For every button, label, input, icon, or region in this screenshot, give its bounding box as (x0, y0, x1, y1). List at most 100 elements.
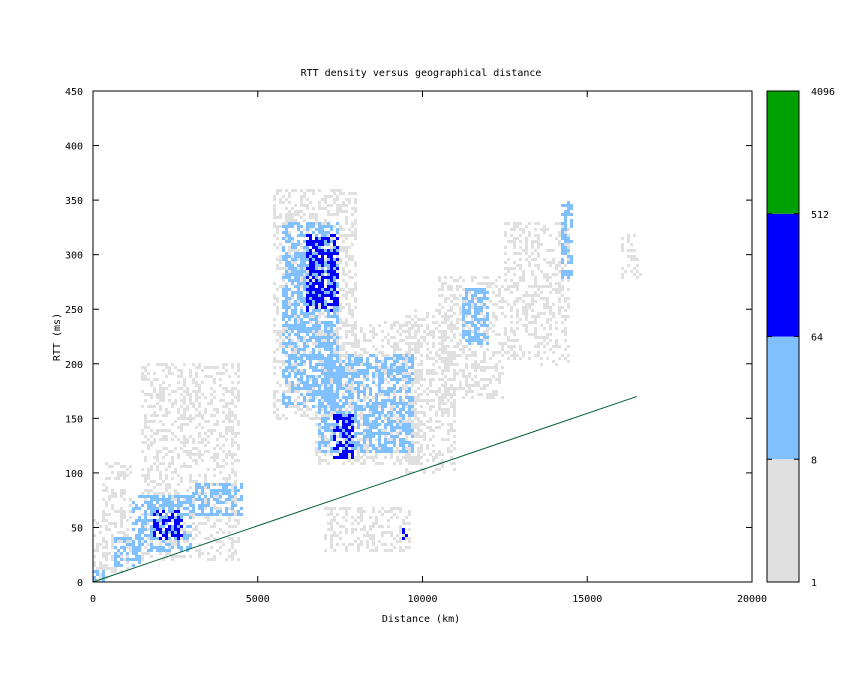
heatmap-cell (450, 444, 453, 447)
heatmap-cell (444, 351, 447, 354)
heatmap-cell (480, 369, 483, 372)
heatmap-cell (156, 510, 159, 513)
heatmap-cell (435, 309, 438, 312)
heatmap-cell (222, 501, 225, 504)
heatmap-cell (228, 390, 231, 393)
heatmap-cell (177, 387, 180, 390)
heatmap-cell (147, 495, 150, 498)
heatmap-cell (291, 405, 294, 408)
heatmap-cell (408, 510, 411, 513)
heatmap-cell (393, 405, 396, 408)
heatmap-cell (312, 387, 315, 390)
heatmap-cell (318, 417, 321, 420)
heatmap-cell (237, 519, 240, 522)
heatmap-cell (336, 450, 339, 453)
heatmap-cell (399, 390, 402, 393)
heatmap-cell (378, 435, 381, 438)
heatmap-cell (168, 393, 171, 396)
heatmap-cell (300, 327, 303, 330)
heatmap-cell (360, 330, 363, 333)
heatmap-cell (312, 300, 315, 303)
y-tick-label: 100 (65, 469, 83, 480)
heatmap-cell (126, 537, 129, 540)
heatmap-cell (183, 384, 186, 387)
heatmap-cell (516, 237, 519, 240)
heatmap-cell (132, 501, 135, 504)
heatmap-cell (441, 372, 444, 375)
heatmap-cell (399, 387, 402, 390)
heatmap-cell (210, 399, 213, 402)
heatmap-cell (453, 324, 456, 327)
heatmap-cell (336, 273, 339, 276)
heatmap-cell (309, 264, 312, 267)
heatmap-cell (381, 351, 384, 354)
heatmap-cell (354, 441, 357, 444)
heatmap-cell (384, 366, 387, 369)
heatmap-cell (96, 543, 99, 546)
heatmap-cell (633, 273, 636, 276)
heatmap-cell (300, 216, 303, 219)
heatmap-cell (168, 465, 171, 468)
heatmap-cell (111, 534, 114, 537)
heatmap-cell (225, 492, 228, 495)
heatmap-cell (288, 297, 291, 300)
heatmap-cell (432, 456, 435, 459)
heatmap-cell (462, 321, 465, 324)
heatmap-cell (294, 204, 297, 207)
heatmap-cell (363, 462, 366, 465)
heatmap-cell (546, 357, 549, 360)
heatmap-cell (513, 237, 516, 240)
heatmap-cell (303, 312, 306, 315)
heatmap-cell (306, 321, 309, 324)
heatmap-cell (333, 378, 336, 381)
heatmap-cell (237, 510, 240, 513)
heatmap-cell (384, 510, 387, 513)
heatmap-cell (414, 336, 417, 339)
heatmap-cell (234, 486, 237, 489)
heatmap-cell (444, 384, 447, 387)
heatmap-cell (219, 540, 222, 543)
heatmap-cell (327, 210, 330, 213)
heatmap-cell (405, 537, 408, 540)
heatmap-cell (186, 507, 189, 510)
heatmap-cell (405, 546, 408, 549)
heatmap-cell (324, 444, 327, 447)
heatmap-cell (432, 444, 435, 447)
heatmap-cell (219, 378, 222, 381)
heatmap-cell (303, 336, 306, 339)
heatmap-cell (318, 306, 321, 309)
heatmap-cell (387, 414, 390, 417)
heatmap-cell (360, 510, 363, 513)
heatmap-cell (180, 372, 183, 375)
heatmap-cell (345, 435, 348, 438)
heatmap-cell (528, 261, 531, 264)
heatmap-cell (330, 537, 333, 540)
heatmap-cell (129, 543, 132, 546)
heatmap-cell (117, 540, 120, 543)
heatmap-cell (459, 294, 462, 297)
heatmap-cell (99, 564, 102, 567)
heatmap-cell (561, 288, 564, 291)
heatmap-cell (288, 330, 291, 333)
heatmap-cell (405, 438, 408, 441)
heatmap-cell (321, 282, 324, 285)
heatmap-cell (282, 330, 285, 333)
heatmap-cell (225, 477, 228, 480)
heatmap-cell (357, 396, 360, 399)
heatmap-cell (180, 426, 183, 429)
heatmap-cell (393, 444, 396, 447)
heatmap-cell (132, 546, 135, 549)
heatmap-cell (405, 429, 408, 432)
heatmap-cell (432, 399, 435, 402)
heatmap-cell (285, 267, 288, 270)
heatmap-cell (123, 540, 126, 543)
heatmap-cell (237, 393, 240, 396)
heatmap-cell (165, 453, 168, 456)
heatmap-cell (471, 315, 474, 318)
heatmap-cell (312, 294, 315, 297)
heatmap-cell (465, 393, 468, 396)
heatmap-cell (486, 312, 489, 315)
heatmap-cell (324, 363, 327, 366)
heatmap-cell (423, 435, 426, 438)
heatmap-cell (168, 486, 171, 489)
